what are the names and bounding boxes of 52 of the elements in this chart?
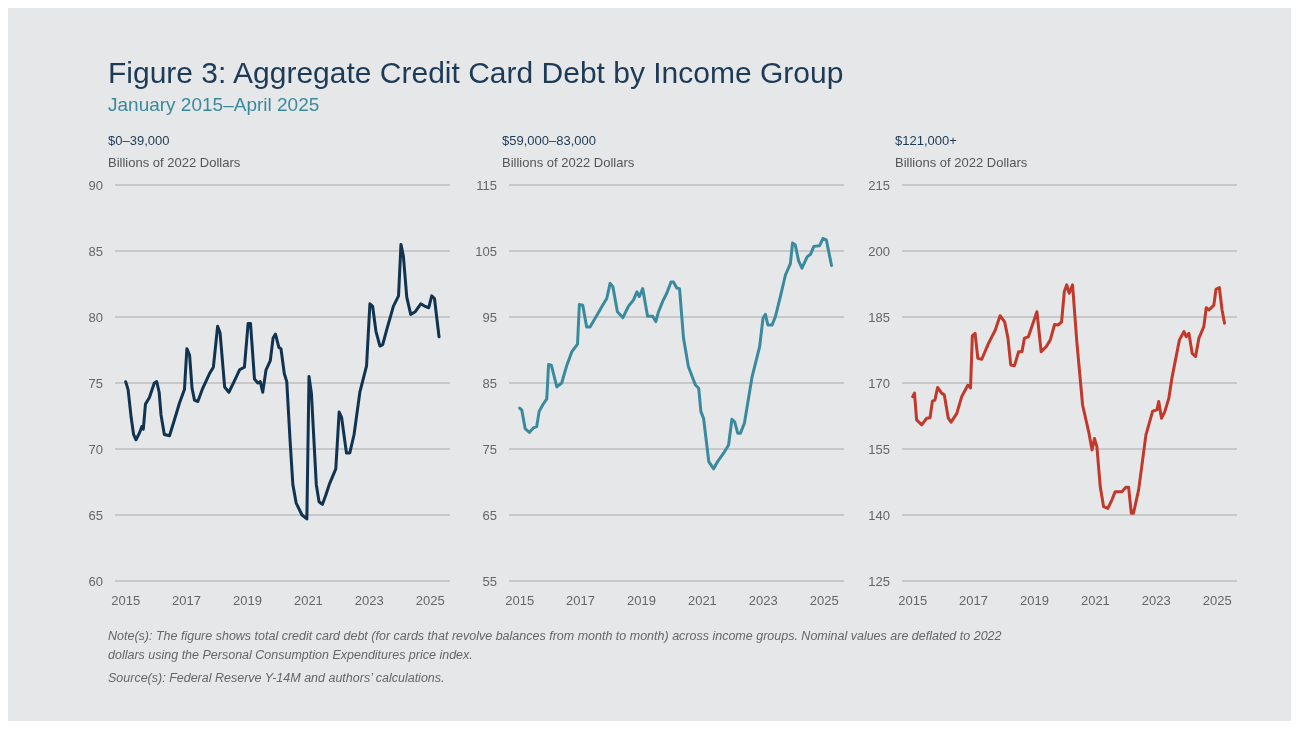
x-tick-label: 2025	[809, 593, 839, 608]
x-tick-label: 2019	[233, 593, 262, 608]
x-tick-label: 2015	[505, 593, 535, 608]
y-axis-title: Billions of 2022 Dollars	[895, 155, 1028, 170]
y-tick-label: 85	[482, 375, 497, 391]
x-tick-label: 2017	[172, 593, 202, 608]
line-series	[124, 242, 441, 521]
y-tick-label: 185	[868, 309, 890, 325]
line-series	[518, 236, 834, 471]
x-tick-label: 2015	[111, 593, 141, 608]
y-axis-title: Billions of 2022 Dollars	[108, 155, 241, 170]
text: Figure 3: Aggregate Credit Card Debt by Income Group	[108, 56, 844, 89]
y-tick-label: 75	[482, 441, 497, 457]
y-tick-label: 70	[88, 441, 103, 457]
x-tick-label: 2017	[959, 593, 989, 608]
line-series	[911, 283, 1227, 515]
x-tick-label: 2023	[1141, 593, 1171, 608]
x-tick-label: 2023	[354, 593, 384, 608]
chart-title: $121,000+	[895, 133, 957, 148]
y-tick-label: 200	[868, 243, 890, 259]
y-axis-title: Billions of 2022 Dollars	[502, 155, 635, 170]
y-tick-label: 170	[868, 375, 890, 391]
y-tick-label: 80	[88, 309, 103, 325]
x-tick-label: 2021	[687, 593, 717, 608]
text: January 2015–April 2025	[108, 94, 320, 115]
y-tick-label: 95	[482, 309, 497, 325]
y-tick-label: 55	[482, 573, 497, 589]
x-tick-label: 2025	[1202, 593, 1232, 608]
y-tick-label: 75	[88, 375, 103, 391]
x-tick-label: 2015	[898, 593, 928, 608]
x-tick-label: 2019	[1020, 593, 1049, 608]
x-tick-label: 2025	[415, 593, 445, 608]
y-tick-label: 105	[475, 243, 497, 259]
chart-title: $0–39,000	[108, 133, 170, 148]
text: Note(s): The figure shows total credit card debt (for cards that revolve balances from month to month) across income groups. Nominal values are deflated to 2022 dollars using the Personal Consumption Expenditures price index.	[108, 629, 1002, 662]
x-tick-label: 2021	[1080, 593, 1110, 608]
source-note: Source(s): Federal Reserve Y-14M and authors’ calculations.	[108, 671, 445, 685]
x-tick-label: 2021	[293, 593, 323, 608]
y-tick-label: 215	[868, 177, 890, 193]
chart-title: $59,000–83,000	[502, 133, 596, 148]
y-tick-label: 85	[88, 243, 103, 259]
y-tick-label: 65	[88, 507, 103, 523]
x-tick-label: 2023	[748, 593, 778, 608]
x-tick-label: 2017	[566, 593, 596, 608]
y-tick-label: 125	[868, 573, 890, 589]
y-tick-label: 115	[476, 177, 497, 193]
y-tick-label: 65	[482, 507, 497, 523]
x-tick-label: 2019	[627, 593, 656, 608]
y-tick-label: 155	[868, 441, 890, 457]
y-tick-label: 90	[88, 177, 103, 193]
y-tick-label: 140	[868, 507, 890, 523]
y-tick-label: 60	[88, 573, 103, 589]
